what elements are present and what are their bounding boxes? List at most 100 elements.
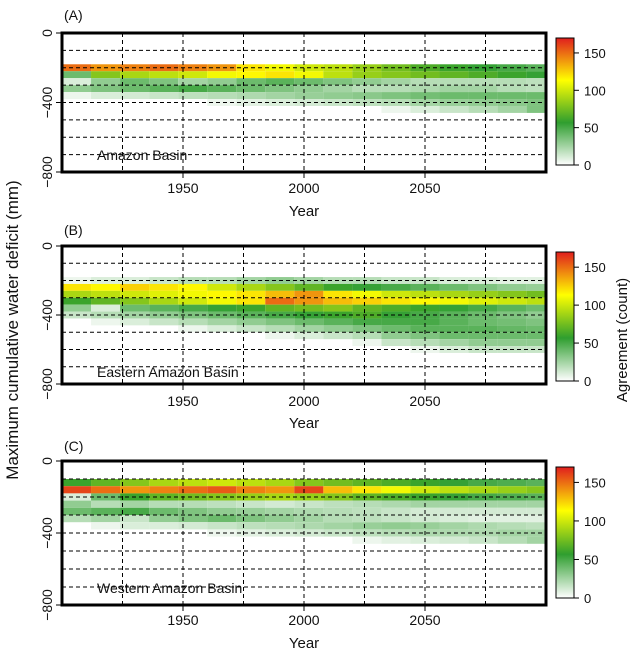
heatmap-cell	[236, 99, 266, 106]
heatmap-cell	[439, 536, 469, 544]
x-tick-label: 1950	[167, 612, 198, 628]
y-tick-label: −800	[39, 156, 55, 188]
colorbar-tick-label: 0	[584, 374, 591, 389]
heatmap-cell	[410, 105, 440, 113]
heatmap-cell	[323, 486, 353, 494]
heatmap-cell	[526, 522, 546, 530]
heatmap-cell	[323, 78, 353, 86]
heatmap-cell	[149, 500, 179, 508]
heatmap-cell	[381, 71, 411, 79]
heatmap-cell	[120, 297, 150, 305]
x-axis-label: Year	[289, 203, 319, 220]
x-tick-label: 1950	[167, 180, 198, 196]
heatmap-cell	[352, 536, 382, 544]
heatmap-cell	[207, 71, 237, 79]
heatmap-cell	[526, 64, 546, 72]
heatmap-cell	[207, 304, 237, 312]
heatmap-cell	[91, 479, 121, 487]
heatmap-cell	[62, 78, 92, 86]
y-tick-label: 0	[39, 29, 55, 37]
heatmap-cell	[323, 479, 353, 487]
heatmap-cell	[294, 297, 324, 305]
heatmap-cell	[497, 325, 527, 333]
heatmap-cell	[178, 486, 208, 494]
heatmap-cell	[149, 290, 179, 298]
heatmap-cell	[207, 515, 237, 523]
heatmap-cell	[381, 507, 411, 515]
heatmap-cell	[207, 78, 237, 86]
heatmap-cell	[207, 311, 237, 319]
x-axis-label: Year	[289, 635, 319, 652]
heatmap-cell	[62, 71, 92, 79]
heatmap-cell	[91, 507, 121, 515]
heatmap-cell	[352, 486, 382, 494]
heatmap-cell	[526, 297, 546, 305]
heatmap-cell	[294, 486, 324, 494]
heatmap-cell	[497, 318, 527, 326]
heatmap-cell	[265, 297, 295, 305]
heatmap-cell	[497, 85, 527, 93]
heatmap-cell	[381, 304, 411, 312]
heatmap-cell	[236, 507, 266, 515]
colorbar-tick-label: 50	[584, 121, 598, 136]
heatmap-cell	[207, 507, 237, 515]
x-axis-label: Year	[289, 415, 319, 432]
heatmap-cell	[526, 290, 546, 298]
heatmap-cell	[62, 507, 92, 515]
heatmap-cell	[410, 85, 440, 93]
heatmap-cell	[526, 311, 546, 319]
heatmap-cell	[526, 536, 546, 544]
x-tick-label: 1950	[167, 393, 198, 409]
heatmap-cell	[265, 78, 295, 86]
heatmap-cell	[207, 85, 237, 93]
heatmap-cell	[439, 332, 469, 340]
heatmap-cell	[207, 297, 237, 305]
heatmap-cell	[468, 318, 498, 326]
heatmap-cell	[439, 339, 469, 347]
heatmap-cell	[497, 500, 527, 508]
heatmap-cell	[323, 318, 353, 326]
heatmap-cell	[236, 71, 266, 79]
colorbar-ramp	[555, 37, 575, 166]
heatmap-cell	[410, 64, 440, 72]
heatmap-cell	[62, 283, 92, 291]
heatmap-cell	[439, 290, 469, 298]
heatmap-cell	[120, 283, 150, 291]
y-tick-label: −800	[39, 589, 55, 621]
heatmap-cell	[294, 304, 324, 312]
heatmap-cell	[91, 304, 121, 312]
heatmap-cell	[497, 332, 527, 340]
panel-c: 0 −400 −800 1950 2000 2050 Year (C) Western Amaz…	[39, 438, 606, 652]
heatmap-cell	[352, 515, 382, 523]
heatmap-cell	[323, 304, 353, 312]
y-tick-label: −400	[39, 87, 55, 119]
heatmap-cell	[236, 277, 266, 284]
heatmap-cell	[91, 85, 121, 93]
heatmap-cell	[381, 318, 411, 326]
heatmap-cell	[439, 325, 469, 333]
heatmap-cell	[439, 515, 469, 523]
colorbar-tick-label: 100	[584, 514, 606, 529]
x-tick-label: 2000	[288, 393, 319, 409]
heatmap-cell	[149, 486, 179, 494]
heatmap-cell	[265, 515, 295, 523]
heatmap-cell	[468, 85, 498, 93]
heatmap-cell	[236, 493, 266, 501]
heatmap-cell	[352, 85, 382, 93]
heatmap-cell	[468, 479, 498, 487]
heatmap-cell	[178, 71, 208, 79]
heatmap-cell	[294, 92, 324, 100]
region-annotation: Eastern Amazon Basin	[97, 364, 239, 380]
panel-label: (C)	[64, 438, 83, 454]
heatmap-cell	[526, 99, 546, 106]
heatmap-cell	[468, 71, 498, 79]
panel-b: 0 −400 −800 1950 2000 2050 Year (B) Eastern Amaz…	[39, 222, 606, 432]
heatmap-cell	[62, 290, 92, 298]
heatmap-cell	[178, 325, 208, 333]
shared-ylabel: Maximum cumulative water deficit (mm)	[3, 180, 22, 479]
colorbar: 0 50 100 150	[555, 251, 606, 389]
heatmap-cell	[352, 71, 382, 79]
heatmap-cell	[439, 297, 469, 305]
heatmap-cell	[410, 318, 440, 326]
heatmap-cell	[381, 515, 411, 523]
